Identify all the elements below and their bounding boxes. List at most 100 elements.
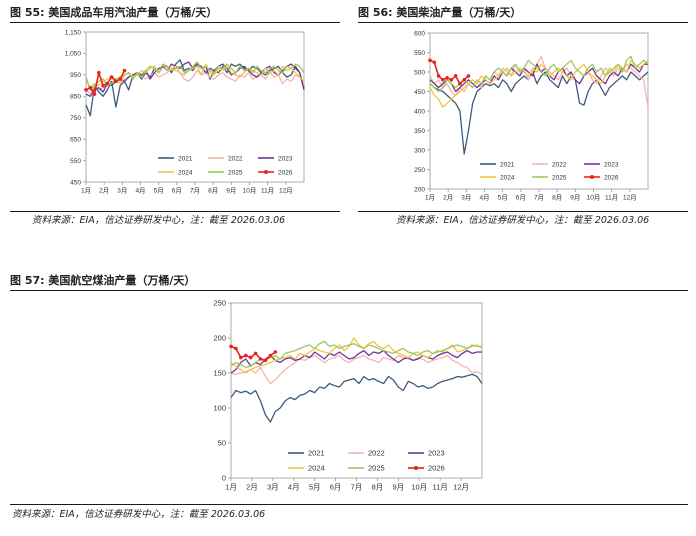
x-tick-label: 4月 [135, 187, 145, 195]
series-line-2022 [85, 67, 305, 95]
y-tick-label: 650 [70, 136, 81, 143]
series-point-2026 [92, 92, 97, 96]
x-tick-label: 5月 [498, 194, 508, 202]
legend-label: 2021 [308, 449, 325, 458]
figure-56-title: 图 56: 美国柴油产量（万桶/天） [358, 6, 522, 19]
jet-fuel-production-chart: 0 50 100 150 200 250 1月 2月 3月 4月 5月 6月 7月 8月 9月 10月 11月 1… [213, 299, 483, 492]
series-point-2026 [466, 74, 471, 78]
series-line-2026 [85, 70, 126, 95]
y-tick-label: 850 [70, 94, 81, 101]
plot-area: 450 550 650 750 850 950 1,050 1,150 1月 2月 3月 4月 5月 6月… [65, 29, 305, 195]
x-tick-label: 12月 [453, 483, 469, 492]
x-tick-label: 11月 [261, 187, 274, 195]
y-tick-label: 1,150 [65, 29, 82, 36]
y-tick-label: 1,050 [65, 51, 82, 58]
plot-area: 200 250 300 350 400 450 500 550 600 1月 2月 3月 4月 5月 6月 7… [414, 30, 649, 202]
legend-marker-2026 [414, 466, 418, 470]
y-tick-label: 200 [213, 334, 226, 343]
series-point-2026 [449, 78, 454, 82]
figure-56-bottom-rule [358, 211, 688, 212]
diesel-production-chart: 200 250 300 350 400 450 500 550 600 1月 2月 3月 4月 5月 6月 7… [414, 30, 649, 202]
series-point-2026 [239, 355, 243, 360]
x-tick-label: 9月 [226, 187, 236, 195]
y-tick-label: 450 [414, 89, 425, 96]
y-tick-label: 550 [70, 158, 81, 165]
series-point-2026 [441, 78, 445, 82]
series-point-2026 [109, 75, 114, 79]
series-point-2026 [229, 344, 233, 349]
series-point-2026 [428, 58, 432, 63]
x-tick-label: 8月 [208, 187, 218, 195]
legend-label: 2023 [428, 449, 445, 458]
legend-label: 2021 [178, 155, 193, 162]
x-tick-label: 5月 [154, 187, 164, 195]
series-line-2021 [429, 71, 649, 155]
legend-label: 2025 [552, 174, 567, 181]
x-tick-label: 10月 [587, 194, 601, 202]
x-tick-label: 3月 [267, 483, 279, 492]
legend-label: 2025 [368, 464, 385, 473]
series-line-2026 [429, 59, 470, 85]
x-tick-label: 1月 [425, 194, 435, 202]
legend-label: 2024 [308, 464, 325, 473]
legend-label: 2022 [228, 155, 243, 162]
x-tick-label: 3月 [117, 187, 127, 195]
x-tick-label: 7月 [534, 194, 544, 202]
figure-57-source: 资料来源：EIA，信达证券研发中心，注：截至 2026.03.06 [12, 509, 266, 520]
x-tick-label: 9月 [570, 194, 580, 202]
plot-frame [85, 31, 305, 183]
legend-label: 2022 [368, 449, 385, 458]
legend-label: 2025 [228, 169, 243, 176]
x-tick-label: 1月 [81, 187, 91, 195]
y-tick-label: 250 [213, 299, 226, 308]
y-tick-label: 500 [414, 69, 425, 76]
legend-label: 2023 [278, 155, 293, 162]
figure-57-bottom-rule [10, 504, 688, 505]
y-tick-label: 950 [70, 72, 81, 79]
x-tick-label: 6月 [516, 194, 526, 202]
legend: 2021 2022 2023 2024 2025 2026 [288, 449, 445, 473]
series-point-2026 [273, 350, 278, 354]
series-point-2026 [445, 76, 449, 80]
series-line-2025 [429, 55, 649, 93]
x-tick-label: 12月 [279, 187, 293, 195]
series-point-2026 [101, 83, 105, 88]
series-point-2026 [268, 353, 273, 358]
x-tick-label: 10月 [243, 187, 257, 195]
y-tick-label: 450 [70, 179, 81, 186]
legend-label: 2024 [500, 174, 515, 181]
y-tick-label: 200 [414, 186, 425, 193]
x-tick-label: 9月 [392, 483, 404, 492]
x-tick-label: 10月 [411, 483, 427, 492]
figure-55-bottom-rule [10, 211, 340, 212]
plot-area: 0 50 100 150 200 250 1月 2月 3月 4月 5月 6月 7月 8月 9月 10月 11月 1… [213, 299, 483, 492]
series-line-2023 [230, 349, 482, 374]
legend-marker-2026 [264, 170, 268, 174]
series-point-2026 [84, 88, 88, 92]
series-point-2026 [88, 85, 93, 90]
x-tick-label: 7月 [351, 483, 363, 492]
series-line-2022 [230, 354, 483, 385]
series-point-2026 [432, 60, 437, 65]
x-tick-label: 11月 [433, 483, 448, 492]
y-tick-label: 600 [414, 30, 425, 37]
figure-56-rule [358, 22, 688, 23]
legend-label: 2026 [604, 174, 619, 181]
y-tick-label: 300 [414, 147, 425, 154]
series-point-2026 [105, 81, 110, 86]
legend-label: 2021 [500, 161, 515, 168]
y-tick-label: 100 [213, 404, 226, 413]
series-point-2026 [234, 346, 238, 351]
figure-55-title: 图 55: 美国成品车用汽油产量（万桶/天） [10, 6, 218, 19]
x-tick-label: 6月 [330, 483, 342, 492]
series-point-2026 [462, 78, 466, 82]
y-tick-label: 400 [414, 108, 425, 115]
x-tick-label: 8月 [552, 194, 562, 202]
x-tick-label: 11月 [605, 194, 618, 202]
gasoline-production-chart: 450 550 650 750 850 950 1,050 1,150 1月 2月 3月 4月 5月 6月… [65, 29, 305, 195]
legend: 2021 2022 2023 2024 2025 2026 [480, 161, 619, 181]
y-tick-label: 150 [213, 369, 226, 378]
series-point-2026 [436, 74, 441, 78]
x-tick-label: 12月 [623, 194, 637, 202]
x-tick-label: 5月 [309, 483, 321, 492]
